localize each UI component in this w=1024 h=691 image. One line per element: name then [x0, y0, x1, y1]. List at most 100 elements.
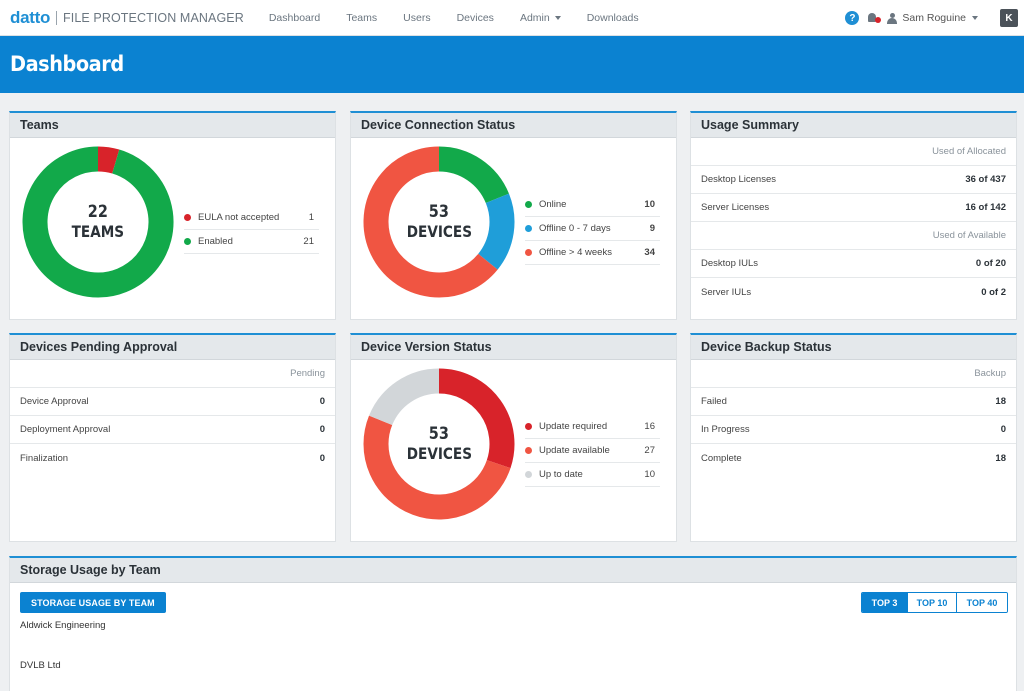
notification-bell-icon[interactable]: [867, 11, 882, 25]
storage-usage-button[interactable]: STORAGE USAGE BY TEAM: [20, 592, 166, 613]
nav-devices[interactable]: Devices: [455, 12, 496, 24]
teams-donut-chart: [22, 146, 174, 298]
top-n-toggle: TOP 3 TOP 10 TOP 40: [861, 592, 1008, 613]
connection-unit: DEVICES: [406, 222, 472, 241]
connection-total: 53: [428, 202, 450, 222]
legend-label: Offline > 4 weeks: [539, 247, 612, 258]
top-navbar: datto FILE PROTECTION MANAGER Dashboard …: [0, 0, 1024, 36]
legend-dot: [525, 423, 532, 430]
user-name: Sam Roguine: [902, 12, 966, 24]
connection-panel-title: Device Connection Status: [351, 113, 676, 138]
legend-label: Online: [539, 199, 567, 210]
legend-item[interactable]: Online 10: [525, 193, 660, 217]
connection-donut-segment-1[interactable]: [477, 193, 515, 270]
storage-panel-title: Storage Usage by Team: [10, 558, 1016, 583]
table-row[interactable]: Failed 18: [691, 388, 1016, 416]
nav-dashboard[interactable]: Dashboard: [267, 12, 322, 24]
pending-header: Pending: [10, 360, 335, 388]
legend-dot: [184, 238, 191, 245]
legend-item[interactable]: Update available 27: [525, 439, 660, 463]
help-icon[interactable]: ?: [845, 11, 860, 25]
backup-panel: Device Backup Status Backup Failed 18 In…: [690, 333, 1017, 542]
tab-top-10[interactable]: TOP 10: [907, 593, 956, 612]
table-row[interactable]: In Progress 0: [691, 416, 1016, 444]
page-header: Dashboard: [0, 36, 1024, 93]
legend-label: EULA not accepted: [198, 212, 280, 223]
connection-donut[interactable]: 53 DEVICES: [363, 146, 515, 298]
table-row[interactable]: Finalization 0: [10, 444, 335, 472]
user-icon-head: [889, 12, 895, 18]
legend-label: Offline 0 - 7 days: [539, 223, 611, 234]
legend-label: Up to date: [539, 469, 583, 480]
usage-panel-title: Usage Summary: [691, 113, 1016, 138]
teams-panel-title: Teams: [10, 113, 335, 138]
table-row: Desktop IULs 0 of 20: [691, 250, 1016, 278]
legend-item[interactable]: Offline > 4 weeks 34: [525, 241, 660, 265]
teams-total: 22: [87, 202, 109, 222]
teams-donut-segment-0[interactable]: [97, 146, 120, 174]
legend-label: Update required: [539, 421, 608, 432]
legend-value: 10: [644, 199, 655, 210]
chevron-down-icon: [554, 15, 561, 20]
version-donut-segment-0[interactable]: [438, 368, 515, 469]
row-label: Device Approval: [20, 396, 89, 407]
nav-downloads[interactable]: Downloads: [585, 12, 641, 24]
storage-team-row: Aldwick Engineering: [20, 620, 106, 631]
version-donut-center: 53 DEVICES: [363, 368, 515, 520]
version-panel: Device Version Status 53 DEVICES Update …: [350, 333, 677, 542]
version-donut[interactable]: 53 DEVICES: [363, 368, 515, 520]
legend-item[interactable]: Up to date 10: [525, 463, 660, 487]
row-value: 0: [319, 452, 325, 464]
version-donut-segment-2[interactable]: [369, 368, 440, 426]
connection-donut-center: 53 DEVICES: [363, 146, 515, 298]
table-row[interactable]: Complete 18: [691, 444, 1016, 472]
row-label: Failed: [701, 396, 727, 407]
nav-users[interactable]: Users: [401, 12, 432, 24]
teams-donut-segment-1[interactable]: [22, 146, 174, 298]
row-value: 16 of 142: [965, 202, 1006, 213]
legend-item[interactable]: Enabled 21: [184, 230, 319, 254]
nav-dashboard-label: Dashboard: [268, 11, 321, 24]
legend-dot: [525, 471, 532, 478]
legend-item[interactable]: Offline 0 - 7 days 9: [525, 217, 660, 241]
backup-panel-title: Device Backup Status: [691, 335, 1016, 360]
connection-legend: Online 10 Offline 0 - 7 days 9 Offline >…: [525, 193, 660, 265]
nav-admin[interactable]: Admin: [518, 12, 563, 24]
chevron-down-icon: [972, 16, 978, 20]
legend-dot: [525, 225, 532, 232]
table-row[interactable]: Deployment Approval 0: [10, 416, 335, 444]
user-menu[interactable]: Sam Roguine: [887, 12, 978, 24]
version-unit: DEVICES: [406, 444, 472, 463]
table-row[interactable]: Device Approval 0: [10, 388, 335, 416]
legend-value: 34: [644, 247, 655, 258]
usage-panel: Usage Summary Used of Allocated Desktop …: [690, 111, 1017, 320]
row-label: Finalization: [20, 452, 69, 464]
nav-teams[interactable]: Teams: [344, 12, 379, 24]
app-name: FILE PROTECTION MANAGER: [63, 10, 244, 25]
kaseya-apps-icon[interactable]: K: [1000, 9, 1018, 27]
storage-team-row: DVLB Ltd: [20, 660, 61, 671]
page-title: Dashboard: [10, 52, 124, 76]
row-value: 0 of 20: [975, 258, 1006, 269]
version-donut-segment-1[interactable]: [363, 415, 511, 520]
legend-value: 27: [644, 445, 655, 456]
row-value: 0: [319, 396, 325, 407]
row-value: 0 of 2: [981, 286, 1006, 298]
nav-right: ? Sam Roguine K: [845, 0, 1024, 36]
legend-dot: [525, 447, 532, 454]
brand-divider: [56, 10, 58, 25]
connection-donut-segment-0[interactable]: [438, 146, 509, 204]
legend-item[interactable]: EULA not accepted 1: [184, 206, 319, 230]
legend-item[interactable]: Update required 16: [525, 415, 660, 439]
version-legend: Update required 16 Update available 27 U…: [525, 415, 660, 487]
row-value: 18: [995, 452, 1006, 464]
tab-top-40[interactable]: TOP 40: [956, 593, 1007, 612]
user-icon: [887, 12, 898, 24]
teams-donut[interactable]: 22 TEAMS: [22, 146, 174, 298]
legend-value: 21: [303, 236, 314, 247]
pending-panel: Devices Pending Approval Pending Device …: [9, 333, 336, 542]
tab-top-3[interactable]: TOP 3: [862, 593, 907, 612]
row-label: Complete: [701, 452, 742, 464]
connection-donut-segment-2[interactable]: [363, 146, 498, 298]
brand[interactable]: datto FILE PROTECTION MANAGER: [10, 0, 244, 36]
